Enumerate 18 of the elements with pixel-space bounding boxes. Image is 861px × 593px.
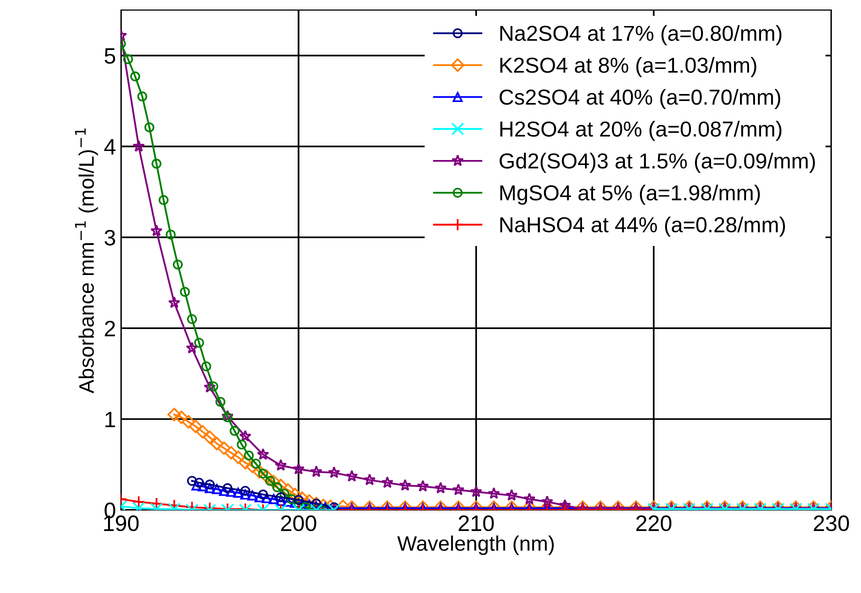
y-tick-label: 1 [105, 412, 116, 428]
x-axis-title: Wavelength (nm) [397, 536, 554, 555]
legend-label: H2SO4 at 20% (a=0.087/mm) [500, 120, 782, 141]
y-tick-label: 2 [104, 320, 115, 336]
legend-label: MgSO4 at 5% (a=1.98/mm) [500, 184, 760, 205]
y-axis-title: Absorbance mm$^{−1}$ (mol/L)$^{−1}$ [75, 128, 98, 394]
legend-label: Gd2(SO4)3 at 1.5% (a=0.09/mm) [500, 152, 815, 173]
x-tick-label: 220 [636, 515, 672, 532]
y-tick-label: 4 [104, 139, 116, 154]
x-tick-label: 230 [814, 515, 849, 532]
legend-label: Cs2SO4 at 40% (a=0.70/mm) [500, 88, 780, 110]
x-tick-label: 200 [281, 515, 316, 532]
y-tick-label: 5 [104, 48, 116, 64]
y-tick-label: 3 [104, 230, 116, 246]
legend-label: K2SO4 at 8% (a=1.03/mm) [500, 57, 756, 78]
x-tick-label: 210 [458, 515, 494, 532]
legend-label: Na2SO4 at 17% (a=0.80/mm) [500, 25, 782, 46]
legend-label: NaHSO4 at 44% (a=0.28/mm) [500, 216, 785, 237]
